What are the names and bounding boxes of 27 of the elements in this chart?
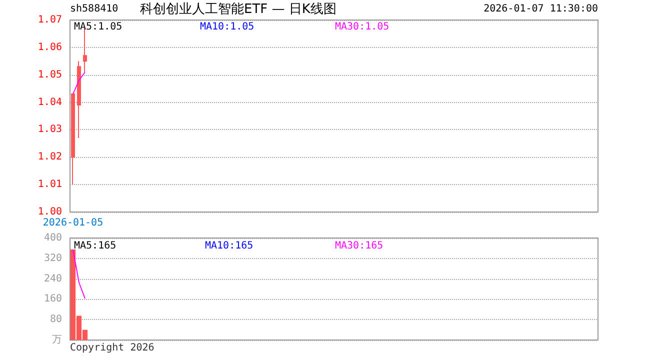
y-tick-label: 160 xyxy=(44,294,62,305)
chart-title: 科创创业人工智能ETF — 日K线图 xyxy=(140,2,336,17)
annotation: MA5:165 xyxy=(74,240,116,252)
y-tick-label: 1.06 xyxy=(38,42,62,53)
annotation: MA10:1.05 xyxy=(200,22,254,32)
annotation: MA10:165 xyxy=(205,240,254,252)
y-tick-label: 240 xyxy=(44,273,62,284)
candlestick xyxy=(77,60,81,138)
y-tick-label: 80 xyxy=(50,314,62,326)
y-tick-label: 1.02 xyxy=(38,152,62,163)
text: sh588410 xyxy=(70,4,118,14)
y-tick-label: 万 xyxy=(52,334,62,346)
candlestick xyxy=(71,94,75,186)
text: Copyright 2026 xyxy=(70,342,154,354)
y-tick-label: 1.03 xyxy=(38,124,62,136)
annotation: MA5:1.05 xyxy=(74,22,122,32)
text: 2026-01-07 11:30:00 xyxy=(484,4,598,14)
y-tick-label: 1.00 xyxy=(38,206,62,218)
y-tick-label: 320 xyxy=(44,252,62,264)
y-tick-label: 1.01 xyxy=(38,179,62,190)
y-tick-label: 1.07 xyxy=(38,14,62,26)
y-tick-label: 1.05 xyxy=(38,69,62,80)
annotation: MA30:1.05 xyxy=(335,22,390,32)
annotation: MA30:165 xyxy=(335,240,384,252)
y-tick-label: 1.04 xyxy=(38,96,62,108)
y-tick-label: 400 xyxy=(44,232,62,244)
x-tick-label: 2026-01-05 xyxy=(42,218,104,228)
